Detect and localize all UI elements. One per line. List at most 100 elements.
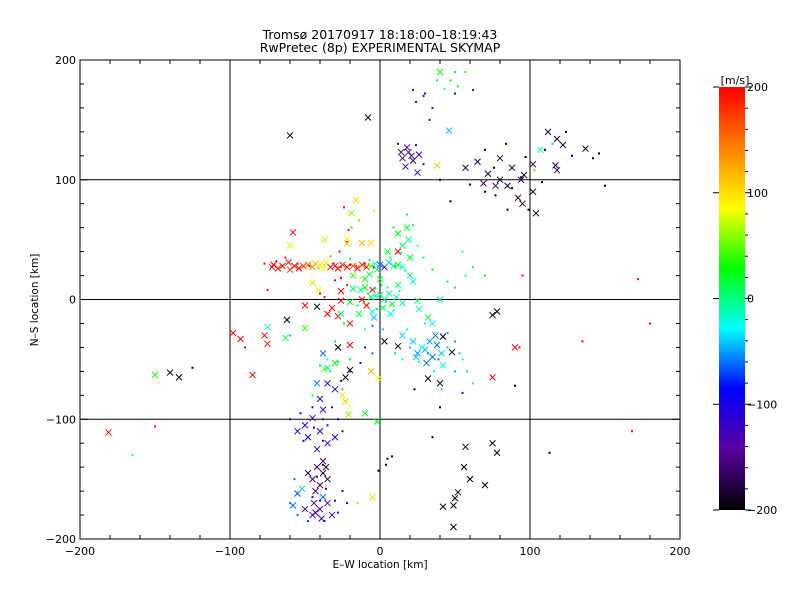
dot-marker [334, 279, 336, 282]
cross-marker [312, 487, 319, 495]
dot-marker [374, 287, 377, 290]
cross-marker [582, 145, 589, 152]
dot-marker [385, 463, 387, 466]
colorbar-tick-label: 100 [747, 187, 768, 200]
dot-marker [364, 262, 366, 265]
cross-stroke [316, 481, 324, 489]
cross-stroke [342, 397, 349, 405]
dot-marker [412, 88, 414, 91]
cross-marker [415, 305, 423, 313]
y-axis-label: N–S location [km] [29, 254, 41, 347]
dot-marker [518, 346, 521, 349]
cross-stroke [384, 248, 391, 255]
dot-marker [454, 340, 456, 343]
cross-stroke [376, 261, 384, 269]
cross-stroke [517, 176, 525, 184]
dot-marker [598, 152, 600, 155]
cross-stroke [349, 272, 357, 279]
cross-marker [517, 176, 525, 184]
dot-marker [437, 358, 440, 361]
dot-marker [397, 142, 399, 145]
dot-marker [289, 418, 291, 421]
dot-marker [409, 346, 411, 349]
dot-marker [302, 439, 305, 442]
cross-marker [369, 493, 376, 501]
dot-marker [454, 286, 456, 289]
cross-marker [295, 265, 303, 272]
cross-marker [346, 366, 354, 374]
cross-stroke [313, 463, 321, 471]
cross-marker [508, 164, 516, 172]
cross-marker [294, 427, 301, 435]
colorbar-tick-label: −100 [747, 398, 777, 411]
cross-stroke [313, 445, 321, 453]
cross-marker [529, 160, 537, 168]
cross-stroke [319, 350, 327, 357]
colorbar-tick-label: −200 [747, 504, 777, 517]
x-tick-label: 100 [520, 545, 541, 558]
cross-stroke [381, 296, 388, 303]
cross-stroke [418, 344, 426, 351]
cross-marker [279, 262, 286, 270]
cross-stroke [405, 236, 412, 243]
cross-stroke [424, 375, 432, 382]
dot-marker [323, 263, 326, 266]
cross-marker [388, 300, 396, 308]
dot-marker [446, 346, 449, 349]
cross-stroke [433, 341, 441, 349]
dot-marker [131, 454, 134, 457]
cross-marker [358, 296, 366, 303]
cross-stroke [337, 310, 345, 318]
cross-marker [301, 505, 309, 513]
cross-marker [436, 68, 444, 76]
cross-stroke [489, 373, 496, 381]
cross-marker [331, 385, 339, 393]
cross-stroke [394, 342, 402, 350]
chart-title: Tromsø 20170917 18:18:00–18:19:43 [262, 27, 498, 42]
cross-marker [511, 344, 519, 351]
colorbar: [m/s] [719, 74, 749, 510]
cross-marker [439, 362, 447, 369]
cross-marker [439, 503, 447, 511]
dot-marker [323, 520, 326, 523]
cross-marker [439, 333, 447, 340]
dot-marker [346, 502, 348, 505]
cross-stroke [372, 292, 379, 300]
cross-marker [387, 310, 394, 318]
cross-stroke [298, 485, 306, 493]
dot-marker [472, 88, 474, 91]
cross-marker [319, 457, 327, 465]
cross-marker [301, 324, 309, 332]
cross-stroke [343, 235, 351, 242]
cross-stroke [301, 302, 309, 309]
cross-marker [433, 341, 441, 349]
cross-marker [361, 409, 369, 417]
cross-marker [402, 163, 409, 170]
dot-marker [349, 263, 351, 266]
cross-marker [309, 475, 316, 483]
dot-marker [484, 148, 486, 151]
dot-marker [431, 106, 434, 109]
cross-stroke [484, 170, 492, 178]
dot-marker [604, 184, 606, 187]
y-tick-label: −200 [46, 533, 76, 546]
cross-stroke [268, 263, 276, 271]
cross-marker [403, 144, 411, 151]
cross-marker [367, 239, 375, 247]
cross-stroke [354, 265, 361, 272]
cross-marker [313, 379, 321, 387]
cross-stroke [436, 68, 444, 76]
cross-stroke [454, 488, 462, 496]
cross-stroke [369, 308, 376, 315]
cross-stroke [399, 242, 406, 249]
dot-marker [364, 346, 366, 349]
cross-stroke [346, 320, 354, 327]
dot-marker [571, 154, 573, 157]
cross-marker [370, 314, 378, 321]
cross-marker [426, 338, 433, 345]
dot-marker [548, 451, 551, 454]
cross-stroke [364, 114, 372, 121]
dot-marker [350, 226, 353, 229]
cross-stroke [399, 299, 406, 307]
cross-stroke [346, 341, 354, 349]
